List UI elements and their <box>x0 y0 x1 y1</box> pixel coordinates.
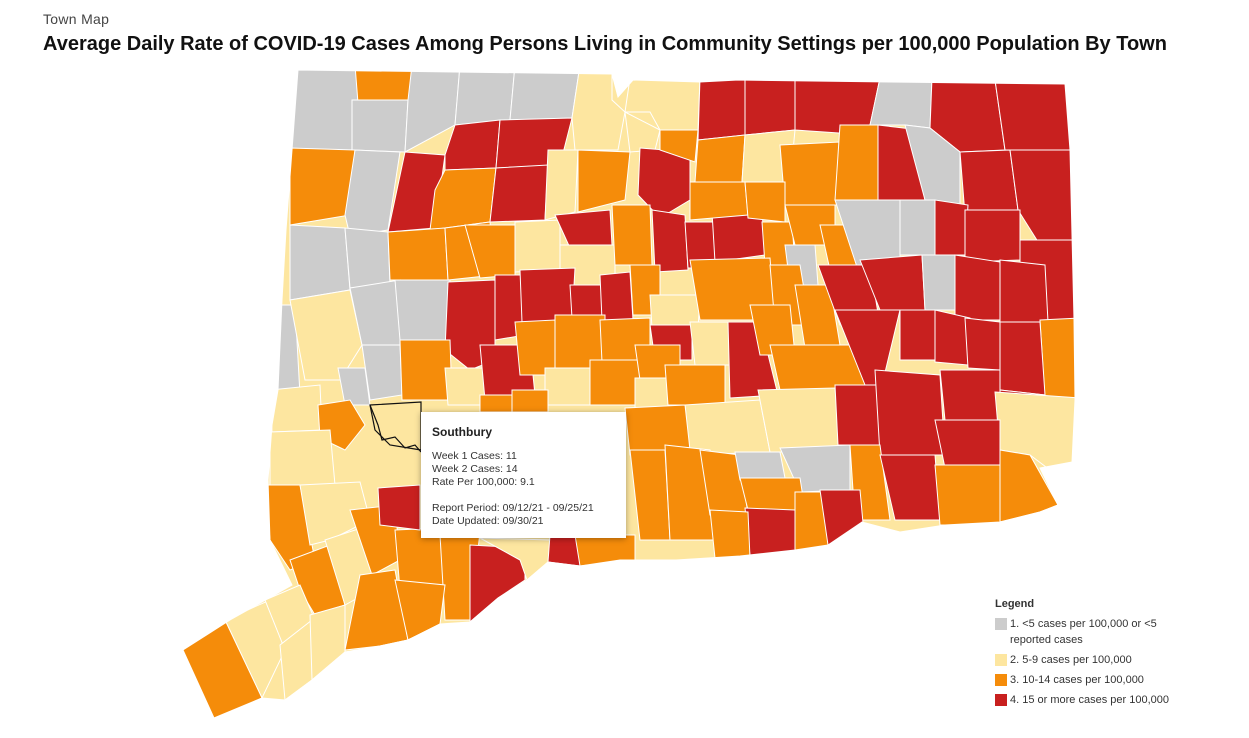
legend-item-cat4[interactable]: 4. 15 or more cases per 100,000 <box>995 692 1195 708</box>
town[interactable] <box>744 507 796 557</box>
town[interactable] <box>309 604 346 682</box>
town[interactable] <box>589 359 641 406</box>
selected-town-outline <box>369 404 422 453</box>
town[interactable] <box>454 65 516 126</box>
legend-title: Legend <box>995 598 1035 610</box>
town[interactable] <box>514 319 556 376</box>
legend-label: 2. 5-9 cases per 100,000 <box>1010 654 1132 666</box>
town[interactable] <box>834 124 879 201</box>
town[interactable] <box>954 254 1001 321</box>
town[interactable] <box>779 141 841 206</box>
town[interactable] <box>599 271 634 321</box>
legend: Legend 1. <5 cases per 100,000 or <5 rep… <box>995 598 1195 712</box>
town[interactable] <box>684 399 771 456</box>
town[interactable] <box>611 204 653 266</box>
town[interactable] <box>444 367 486 406</box>
town[interactable] <box>351 99 409 153</box>
town[interactable] <box>999 259 1049 326</box>
legend-swatch <box>995 674 1007 686</box>
town[interactable] <box>651 209 689 273</box>
town[interactable] <box>404 65 461 153</box>
town[interactable] <box>377 484 421 531</box>
town[interactable] <box>577 149 631 213</box>
legend-item-cat3[interactable]: 3. 10-14 cases per 100,000 <box>995 672 1195 688</box>
town[interactable] <box>934 419 1001 469</box>
town[interactable] <box>664 364 726 406</box>
legend-label: 4. 15 or more cases per 100,000 <box>1010 694 1169 706</box>
legend-item-cat2[interactable]: 2. 5-9 cases per 100,000 <box>995 652 1195 668</box>
town[interactable] <box>757 387 841 453</box>
town[interactable] <box>394 279 451 341</box>
town[interactable] <box>574 534 636 567</box>
town[interactable] <box>299 481 371 546</box>
tooltip-report-period: Report Period: 09/12/21 - 09/25/21 <box>432 502 594 514</box>
town[interactable] <box>934 464 1001 526</box>
town[interactable] <box>399 339 453 401</box>
town[interactable] <box>921 254 956 311</box>
town[interactable] <box>544 149 579 221</box>
tooltip-week2-cases: Week 2 Cases: 14 <box>432 463 518 475</box>
town[interactable] <box>744 181 786 223</box>
town[interactable] <box>689 321 731 366</box>
town[interactable] <box>934 199 969 256</box>
tooltip-week1-cases: Week 1 Cases: 11 <box>432 450 517 462</box>
town[interactable] <box>939 369 1001 426</box>
town[interactable] <box>511 389 549 413</box>
town[interactable] <box>659 129 699 163</box>
town[interactable] <box>697 77 746 141</box>
town[interactable] <box>819 489 866 546</box>
town[interactable] <box>964 209 1021 263</box>
town[interactable] <box>904 124 961 206</box>
town[interactable] <box>269 429 336 489</box>
town[interactable] <box>744 77 796 136</box>
map-title: Average Daily Rate of COVID-19 Cases Amo… <box>43 33 1167 55</box>
town[interactable] <box>834 384 881 446</box>
town[interactable] <box>689 181 749 221</box>
town[interactable] <box>489 164 549 223</box>
town[interactable] <box>387 227 449 281</box>
town[interactable] <box>344 227 391 289</box>
town[interactable] <box>514 219 561 273</box>
section-label: Town Map <box>43 11 110 27</box>
legend-swatch <box>995 694 1007 706</box>
town[interactable] <box>544 367 591 406</box>
town[interactable] <box>289 289 363 381</box>
tooltip-date-updated: Date Updated: 09/30/21 <box>432 515 544 527</box>
town[interactable] <box>964 317 1001 371</box>
legend-swatch <box>995 654 1007 666</box>
town[interactable] <box>289 224 351 301</box>
tooltip-town-name: Southbury <box>432 425 492 439</box>
town[interactable] <box>899 199 936 256</box>
legend-label: 3. 10-14 cases per 100,000 <box>1010 674 1144 686</box>
town[interactable] <box>571 65 626 151</box>
town[interactable] <box>709 509 751 559</box>
town[interactable] <box>519 267 576 323</box>
legend-label: 1. <5 cases per 100,000 or <5 reported c… <box>1010 618 1157 646</box>
legend-swatch <box>995 618 1007 630</box>
town[interactable] <box>999 321 1046 396</box>
town[interactable] <box>959 149 1019 216</box>
legend-item-cat1[interactable]: 1. <5 cases per 100,000 or <5 reported c… <box>995 616 1195 648</box>
town[interactable] <box>694 134 746 183</box>
town[interactable] <box>899 309 936 361</box>
tooltip-rate: Rate Per 100,000: 9.1 <box>432 476 535 488</box>
town[interactable] <box>547 534 581 567</box>
tooltip-spacer <box>432 489 615 502</box>
town[interactable] <box>874 369 946 456</box>
town[interactable] <box>569 284 606 319</box>
town[interactable] <box>869 77 933 129</box>
town[interactable] <box>734 451 786 481</box>
state-outline <box>182 69 1076 719</box>
town-tooltip: Southbury Week 1 Cases: 11 Week 2 Cases:… <box>421 412 626 538</box>
